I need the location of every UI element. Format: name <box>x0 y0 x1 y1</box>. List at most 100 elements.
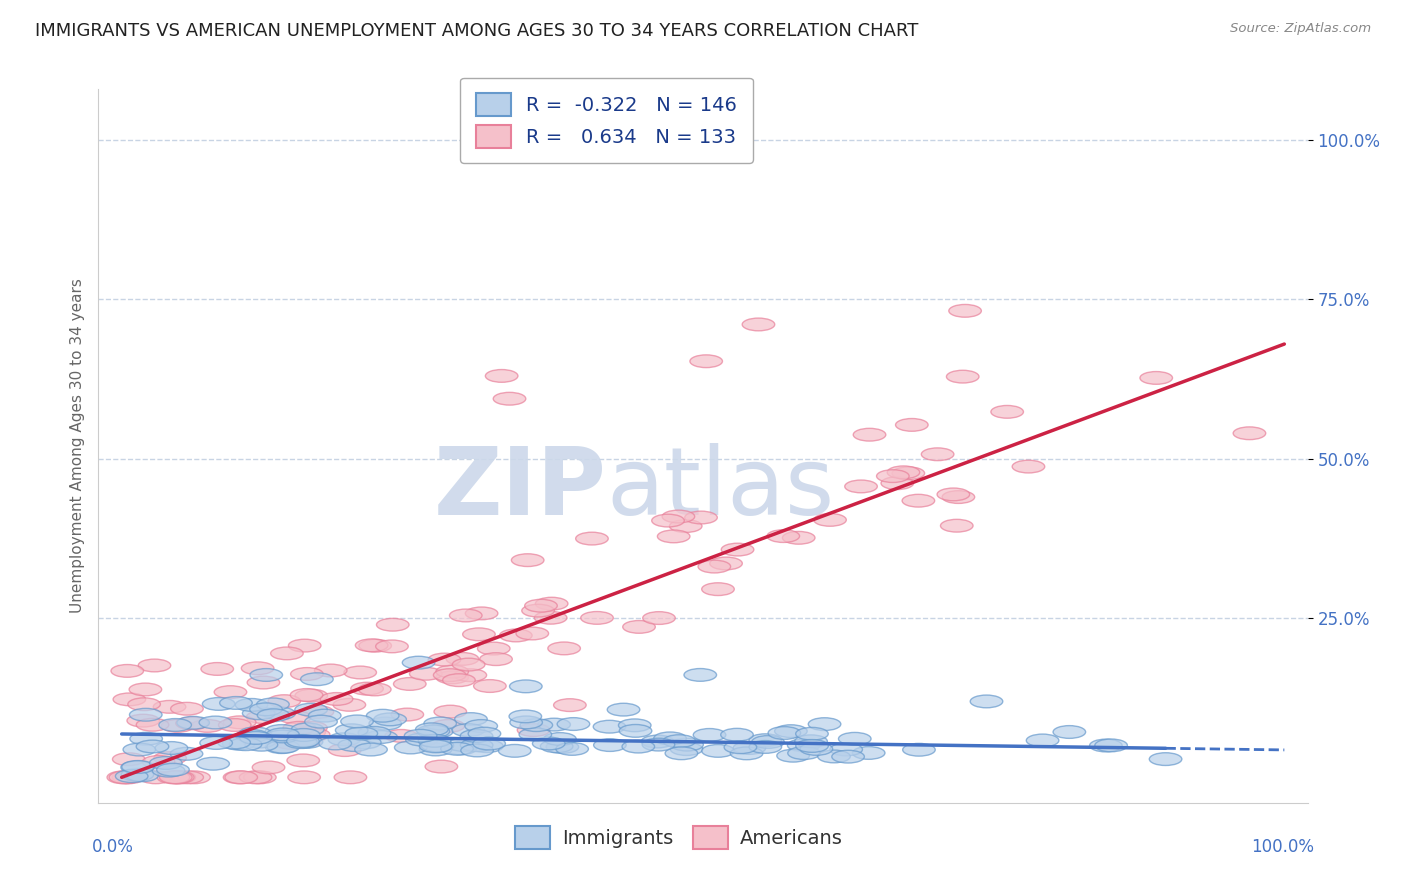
Ellipse shape <box>465 607 498 620</box>
Ellipse shape <box>359 683 391 696</box>
Ellipse shape <box>830 743 862 756</box>
Ellipse shape <box>533 737 565 750</box>
Ellipse shape <box>377 618 409 632</box>
Ellipse shape <box>516 627 548 640</box>
Ellipse shape <box>509 710 541 723</box>
Ellipse shape <box>162 771 194 784</box>
Ellipse shape <box>702 745 734 757</box>
Ellipse shape <box>224 716 256 729</box>
Ellipse shape <box>225 771 257 784</box>
Ellipse shape <box>949 304 981 318</box>
Ellipse shape <box>159 771 193 784</box>
Ellipse shape <box>423 717 457 730</box>
Ellipse shape <box>274 737 307 749</box>
Ellipse shape <box>250 669 283 681</box>
Ellipse shape <box>546 740 579 754</box>
Ellipse shape <box>402 657 434 669</box>
Ellipse shape <box>292 726 325 739</box>
Ellipse shape <box>419 740 451 753</box>
Ellipse shape <box>305 715 337 728</box>
Ellipse shape <box>453 658 485 671</box>
Ellipse shape <box>652 514 685 527</box>
Ellipse shape <box>155 741 187 755</box>
Ellipse shape <box>127 769 159 781</box>
Ellipse shape <box>775 725 807 738</box>
Ellipse shape <box>242 662 274 674</box>
Ellipse shape <box>418 725 450 738</box>
Ellipse shape <box>853 428 886 441</box>
Ellipse shape <box>284 736 318 748</box>
Ellipse shape <box>344 666 377 679</box>
Ellipse shape <box>364 731 398 743</box>
Ellipse shape <box>524 599 557 612</box>
Ellipse shape <box>200 716 232 729</box>
Ellipse shape <box>557 718 589 731</box>
Ellipse shape <box>814 514 846 526</box>
Ellipse shape <box>246 711 278 723</box>
Ellipse shape <box>278 711 311 723</box>
Ellipse shape <box>395 741 427 754</box>
Ellipse shape <box>359 726 391 739</box>
Ellipse shape <box>752 736 785 748</box>
Ellipse shape <box>641 735 673 747</box>
Ellipse shape <box>162 720 194 732</box>
Ellipse shape <box>461 744 494 756</box>
Ellipse shape <box>882 477 914 490</box>
Ellipse shape <box>724 741 756 754</box>
Ellipse shape <box>418 734 451 747</box>
Ellipse shape <box>796 739 828 752</box>
Ellipse shape <box>519 728 551 741</box>
Ellipse shape <box>367 709 399 723</box>
Ellipse shape <box>291 667 323 681</box>
Ellipse shape <box>433 669 465 681</box>
Ellipse shape <box>191 720 224 732</box>
Ellipse shape <box>354 743 387 756</box>
Ellipse shape <box>245 739 278 751</box>
Ellipse shape <box>159 719 191 731</box>
Ellipse shape <box>540 739 572 753</box>
Ellipse shape <box>197 757 229 770</box>
Y-axis label: Unemployment Among Ages 30 to 34 years: Unemployment Among Ages 30 to 34 years <box>69 278 84 614</box>
Ellipse shape <box>287 735 319 747</box>
Ellipse shape <box>443 673 475 687</box>
Ellipse shape <box>454 713 488 725</box>
Ellipse shape <box>690 355 723 368</box>
Ellipse shape <box>808 718 841 731</box>
Ellipse shape <box>129 683 162 696</box>
Ellipse shape <box>229 738 262 750</box>
Ellipse shape <box>499 745 531 757</box>
Ellipse shape <box>266 724 298 738</box>
Ellipse shape <box>479 653 512 665</box>
Ellipse shape <box>796 727 828 740</box>
Ellipse shape <box>112 693 146 706</box>
Ellipse shape <box>685 511 717 524</box>
Ellipse shape <box>263 707 295 720</box>
Ellipse shape <box>1053 725 1085 739</box>
Ellipse shape <box>121 768 153 781</box>
Ellipse shape <box>903 494 935 507</box>
Ellipse shape <box>787 739 820 752</box>
Ellipse shape <box>832 750 865 763</box>
Ellipse shape <box>440 742 474 756</box>
Ellipse shape <box>654 732 686 745</box>
Ellipse shape <box>157 771 190 784</box>
Ellipse shape <box>845 480 877 492</box>
Ellipse shape <box>436 671 468 684</box>
Ellipse shape <box>896 418 928 431</box>
Ellipse shape <box>214 686 246 698</box>
Ellipse shape <box>669 520 702 533</box>
Ellipse shape <box>301 706 333 718</box>
Ellipse shape <box>128 698 160 711</box>
Ellipse shape <box>721 543 754 556</box>
Ellipse shape <box>436 665 468 678</box>
Ellipse shape <box>335 771 367 784</box>
Ellipse shape <box>149 756 183 769</box>
Ellipse shape <box>350 682 384 695</box>
Ellipse shape <box>219 697 252 709</box>
Ellipse shape <box>447 739 479 751</box>
Ellipse shape <box>671 739 703 751</box>
Ellipse shape <box>336 724 368 737</box>
Ellipse shape <box>329 744 361 756</box>
Ellipse shape <box>768 530 800 542</box>
Ellipse shape <box>129 708 162 721</box>
